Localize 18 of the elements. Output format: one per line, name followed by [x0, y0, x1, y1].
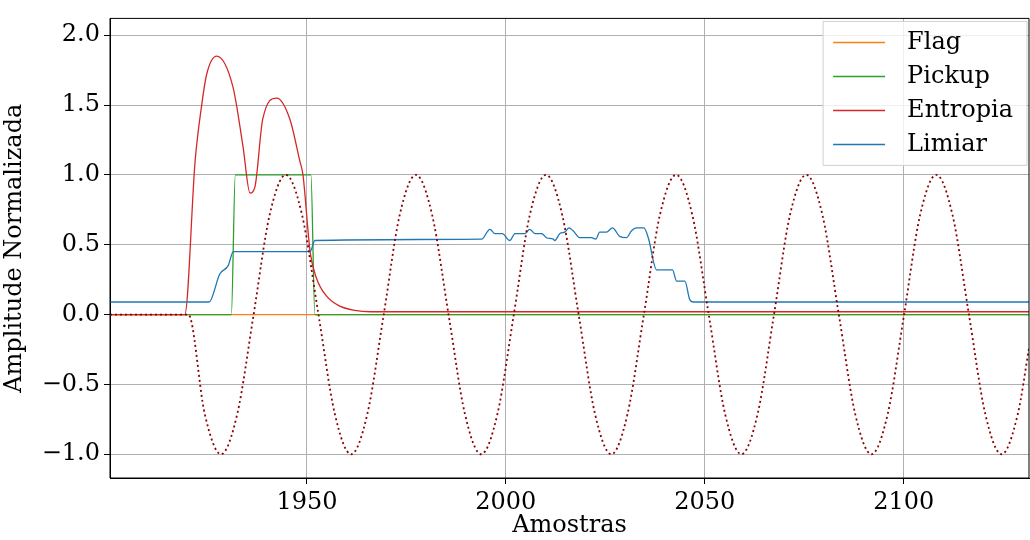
legend-label: Flag	[907, 26, 962, 55]
y-axis-title: Amplitude Normalizada	[0, 103, 27, 394]
x-tick-label: 2050	[674, 486, 736, 515]
line-series	[110, 227, 1029, 303]
y-tick-label: 2.0	[61, 19, 100, 48]
legend-label: Pickup	[907, 60, 990, 89]
legend-label: Limiar	[907, 128, 988, 157]
y-tick-label: 1.0	[61, 159, 100, 188]
line-series	[110, 55, 1029, 316]
line-series	[110, 173, 1029, 456]
y-tick-label: −1.0	[41, 438, 100, 467]
y-tick-label: 0.0	[61, 298, 100, 327]
y-tick-label: 1.5	[61, 89, 100, 118]
legend-label: Entropia	[907, 94, 1013, 123]
y-tick-label: 0.5	[61, 228, 100, 257]
x-tick-label: 2100	[873, 486, 935, 515]
y-tick-label: −0.5	[41, 368, 100, 397]
x-tick-label: 1950	[276, 486, 338, 515]
